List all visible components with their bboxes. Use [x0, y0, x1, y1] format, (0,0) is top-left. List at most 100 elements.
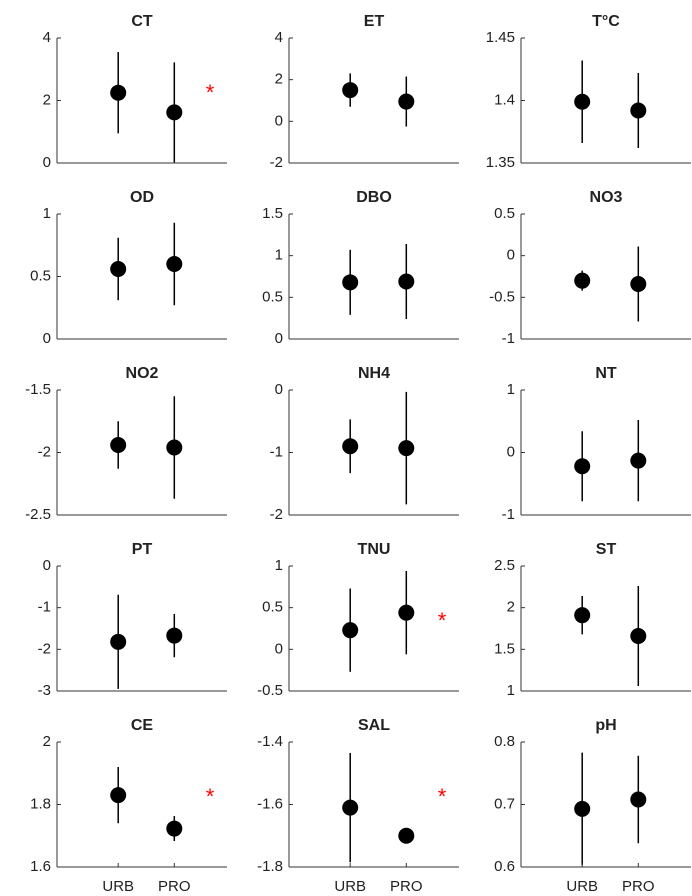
mean-dot [398, 604, 415, 621]
y-tick-label: -1.4 [257, 733, 283, 750]
chart-title: NO2 [126, 365, 159, 382]
mean-dot [166, 439, 183, 456]
y-tick-label: -1.6 [257, 795, 283, 812]
mean-dot [630, 102, 647, 119]
y-tick-label: 1 [275, 247, 283, 264]
y-tick-label: 0 [43, 557, 51, 574]
chart-title: TNU [358, 541, 391, 558]
y-tick-label: -3 [38, 682, 51, 699]
mean-dot [342, 82, 359, 99]
y-tick-label: 4 [43, 29, 51, 46]
mean-dot [110, 437, 127, 453]
y-tick-label: -1.8 [257, 858, 283, 875]
chart-title: T°C [592, 13, 620, 30]
y-tick-label: 0 [43, 154, 51, 171]
y-tick-label: 1.4 [494, 91, 515, 108]
mean-dot [166, 820, 183, 837]
y-tick-label: 0 [507, 247, 515, 264]
y-tick-label: -2 [270, 506, 283, 523]
mean-dot [574, 458, 591, 475]
y-tick-label: -1 [502, 506, 515, 523]
y-tick-label: 1.35 [486, 154, 515, 171]
y-tick-label: 1.45 [486, 29, 515, 46]
significance-star: * [206, 784, 215, 809]
chart-title: DBO [356, 189, 392, 206]
y-tick-label: 1.8 [30, 795, 51, 812]
chart-title: SAL [358, 717, 390, 734]
y-tick-label: 0.5 [494, 205, 515, 222]
y-tick-label: 0 [275, 640, 283, 657]
y-tick-label: -1 [270, 443, 283, 460]
y-tick-label: 1 [507, 682, 515, 699]
y-tick-label: 0 [275, 381, 283, 398]
y-tick-label: 2 [275, 71, 283, 88]
y-tick-label: 0.5 [262, 599, 283, 616]
y-tick-label: 0.5 [30, 267, 51, 284]
chart-title: ST [596, 541, 617, 558]
x-tick-label: URB [102, 878, 134, 895]
mean-dot [342, 274, 359, 291]
x-tick-label: URB [566, 878, 598, 895]
y-tick-label: 1 [43, 205, 51, 222]
y-tick-label: 1 [507, 381, 515, 398]
mean-dot [574, 800, 591, 817]
y-tick-label: -2 [38, 443, 51, 460]
y-tick-label: -0.5 [489, 288, 515, 305]
y-tick-label: -2 [270, 154, 283, 171]
chart-title: CE [131, 717, 154, 734]
chart-title: pH [595, 717, 616, 734]
mean-dot [342, 622, 359, 639]
y-tick-label: 0.6 [494, 858, 515, 875]
y-tick-label: 2.5 [494, 557, 515, 574]
mean-dot [342, 438, 359, 455]
chart-title: NO3 [590, 189, 623, 206]
y-tick-label: -1 [38, 599, 51, 616]
y-tick-label: -2 [38, 640, 51, 657]
y-tick-label: -1 [502, 330, 515, 347]
y-tick-label: 0 [275, 330, 283, 347]
y-tick-label: 2 [507, 599, 515, 616]
y-tick-label: 0 [275, 112, 283, 129]
y-tick-label: 1.6 [30, 858, 51, 875]
mean-dot [398, 827, 415, 844]
y-tick-label: 1 [275, 557, 283, 574]
mean-dot [110, 84, 127, 101]
mean-dot [574, 93, 591, 110]
y-tick-label: 0.7 [494, 795, 515, 812]
mean-dot [342, 799, 359, 816]
mean-dot [398, 440, 415, 457]
y-tick-label: -2.5 [25, 506, 51, 523]
y-tick-label: 0 [43, 330, 51, 347]
chart-title: PT [132, 541, 153, 558]
mean-dot [110, 633, 127, 650]
x-tick-label: URB [334, 878, 366, 895]
mean-dot [574, 607, 591, 624]
mean-dot [110, 787, 127, 804]
mean-dot [110, 261, 127, 277]
mean-dot [166, 256, 183, 272]
y-tick-label: 0.8 [494, 733, 515, 750]
y-tick-label: 1.5 [494, 640, 515, 657]
y-tick-label: 2 [43, 91, 51, 108]
y-tick-label: 0 [507, 443, 515, 460]
chart-title: ET [364, 13, 385, 30]
mean-dot [630, 628, 647, 644]
y-tick-label: 2 [43, 733, 51, 750]
significance-star: * [438, 784, 447, 809]
x-tick-label: PRO [158, 878, 191, 895]
mean-dot [166, 627, 183, 644]
x-tick-label: PRO [390, 878, 423, 895]
chart-title: NT [595, 365, 617, 382]
x-tick-label: PRO [622, 878, 655, 895]
mean-dot [630, 791, 647, 808]
mean-dot [630, 452, 647, 469]
chart-title: CT [131, 13, 153, 30]
mean-dot [398, 273, 415, 290]
y-tick-label: 0.5 [262, 288, 283, 305]
y-tick-label: -0.5 [257, 682, 283, 699]
significance-star: * [438, 608, 447, 633]
mean-dot [398, 93, 415, 110]
mean-dot [630, 276, 647, 292]
significance-star: * [206, 80, 215, 105]
y-tick-label: 4 [275, 29, 283, 46]
